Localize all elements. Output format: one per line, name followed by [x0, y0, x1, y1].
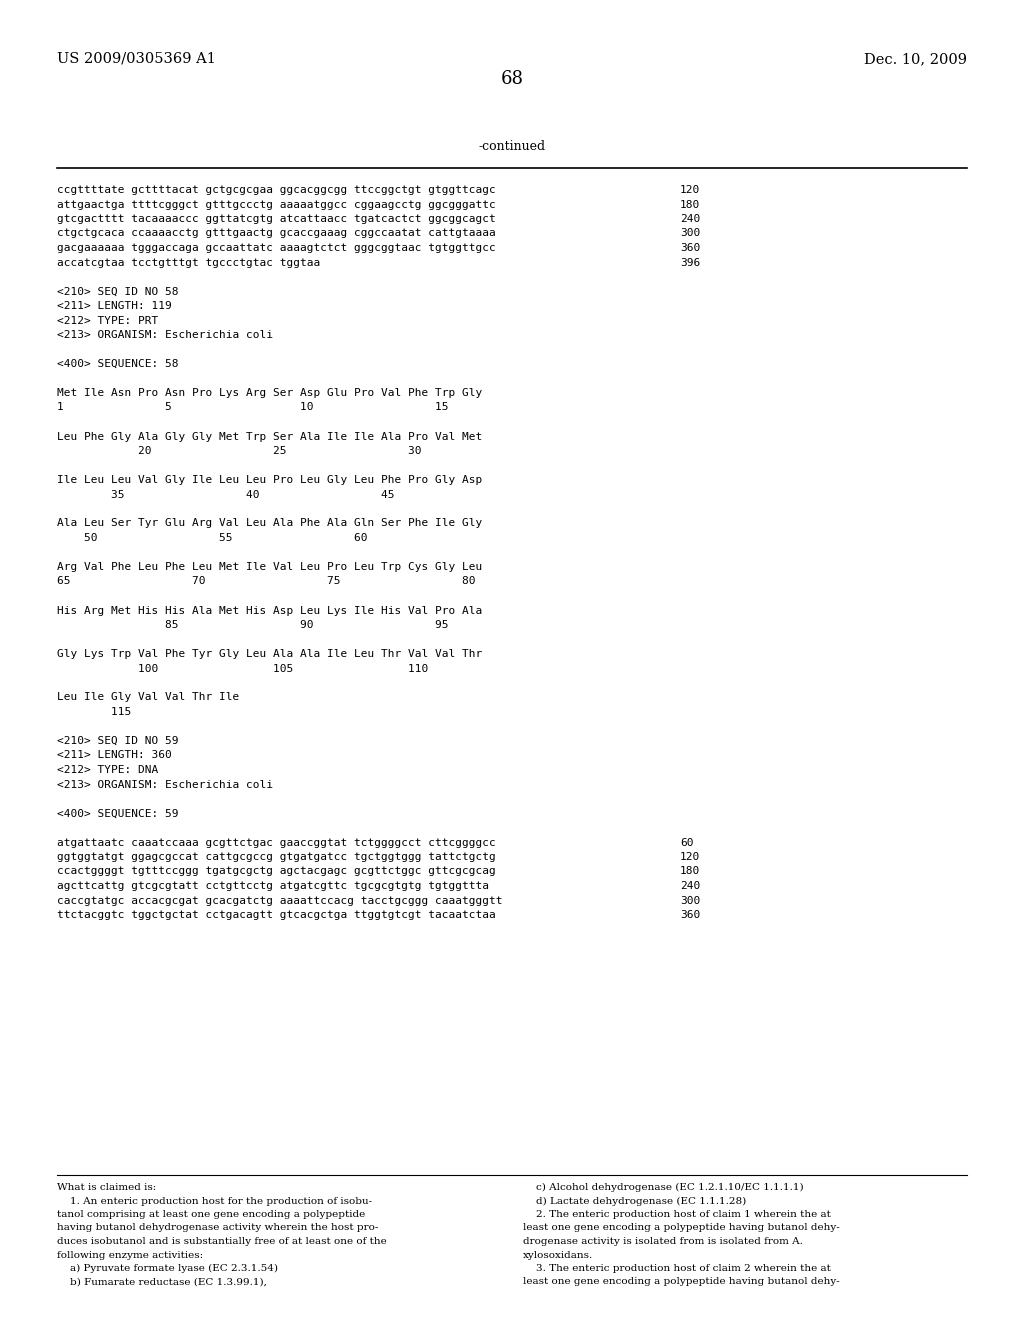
Text: His Arg Met His His Ala Met His Asp Leu Lys Ile His Val Pro Ala: His Arg Met His His Ala Met His Asp Leu … — [57, 606, 482, 615]
Text: tanol comprising at least one gene encoding a polypeptide: tanol comprising at least one gene encod… — [57, 1210, 366, 1218]
Text: <213> ORGANISM: Escherichia coli: <213> ORGANISM: Escherichia coli — [57, 780, 273, 789]
Text: <400> SEQUENCE: 59: <400> SEQUENCE: 59 — [57, 808, 178, 818]
Text: 360: 360 — [680, 909, 700, 920]
Text: b) Fumarate reductase (EC 1.3.99.1),: b) Fumarate reductase (EC 1.3.99.1), — [57, 1278, 267, 1287]
Text: 1               5                   10                  15: 1 5 10 15 — [57, 403, 449, 412]
Text: Leu Phe Gly Ala Gly Gly Met Trp Ser Ala Ile Ile Ala Pro Val Met: Leu Phe Gly Ala Gly Gly Met Trp Ser Ala … — [57, 432, 482, 441]
Text: c) Alcohol dehydrogenase (EC 1.2.1.10/EC 1.1.1.1): c) Alcohol dehydrogenase (EC 1.2.1.10/EC… — [523, 1183, 804, 1192]
Text: a) Pyruvate formate lyase (EC 2.3.1.54): a) Pyruvate formate lyase (EC 2.3.1.54) — [57, 1265, 278, 1272]
Text: ctgctgcaca ccaaaacctg gtttgaactg gcaccgaaag cggccaatat cattgtaaaa: ctgctgcaca ccaaaacctg gtttgaactg gcaccga… — [57, 228, 496, 239]
Text: atgattaatc caaatccaaa gcgttctgac gaaccggtat tctggggcct cttcggggcc: atgattaatc caaatccaaa gcgttctgac gaaccgg… — [57, 837, 496, 847]
Text: 240: 240 — [680, 880, 700, 891]
Text: 68: 68 — [501, 70, 523, 88]
Text: least one gene encoding a polypeptide having butanol dehy-: least one gene encoding a polypeptide ha… — [523, 1278, 840, 1287]
Text: 2. The enteric production host of claim 1 wherein the at: 2. The enteric production host of claim … — [523, 1210, 830, 1218]
Text: 120: 120 — [680, 851, 700, 862]
Text: US 2009/0305369 A1: US 2009/0305369 A1 — [57, 51, 216, 66]
Text: What is claimed is:: What is claimed is: — [57, 1183, 157, 1192]
Text: ccactggggt tgtttccggg tgatgcgctg agctacgagc gcgttctggc gttcgcgcag: ccactggggt tgtttccggg tgatgcgctg agctacg… — [57, 866, 496, 876]
Text: Ala Leu Ser Tyr Glu Arg Val Leu Ala Phe Ala Gln Ser Phe Ile Gly: Ala Leu Ser Tyr Glu Arg Val Leu Ala Phe … — [57, 519, 482, 528]
Text: <213> ORGANISM: Escherichia coli: <213> ORGANISM: Escherichia coli — [57, 330, 273, 341]
Text: 100                 105                 110: 100 105 110 — [57, 664, 428, 673]
Text: ccgttttate gcttttacat gctgcgcgaa ggcacggcgg ttccggctgt gtggttcagc: ccgttttate gcttttacat gctgcgcgaa ggcacgg… — [57, 185, 496, 195]
Text: Gly Lys Trp Val Phe Tyr Gly Leu Ala Ala Ile Leu Thr Val Val Thr: Gly Lys Trp Val Phe Tyr Gly Leu Ala Ala … — [57, 649, 482, 659]
Text: <211> LENGTH: 360: <211> LENGTH: 360 — [57, 751, 172, 760]
Text: following enzyme activities:: following enzyme activities: — [57, 1250, 203, 1259]
Text: 300: 300 — [680, 895, 700, 906]
Text: <212> TYPE: PRT: <212> TYPE: PRT — [57, 315, 159, 326]
Text: accatcgtaa tcctgtttgt tgccctgtac tggtaa: accatcgtaa tcctgtttgt tgccctgtac tggtaa — [57, 257, 321, 268]
Text: 20                  25                  30: 20 25 30 — [57, 446, 422, 455]
Text: agcttcattg gtcgcgtatt cctgttcctg atgatcgttc tgcgcgtgtg tgtggttta: agcttcattg gtcgcgtatt cctgttcctg atgatcg… — [57, 880, 489, 891]
Text: xylosoxidans.: xylosoxidans. — [523, 1250, 593, 1259]
Text: Ile Leu Leu Val Gly Ile Leu Leu Pro Leu Gly Leu Phe Pro Gly Asp: Ile Leu Leu Val Gly Ile Leu Leu Pro Leu … — [57, 475, 482, 484]
Text: least one gene encoding a polypeptide having butanol dehy-: least one gene encoding a polypeptide ha… — [523, 1224, 840, 1233]
Text: 115: 115 — [57, 708, 131, 717]
Text: caccgtatgc accacgcgat gcacgatctg aaaattccacg tacctgcggg caaatgggtt: caccgtatgc accacgcgat gcacgatctg aaaattc… — [57, 895, 503, 906]
Text: Arg Val Phe Leu Phe Leu Met Ile Val Leu Pro Leu Trp Cys Gly Leu: Arg Val Phe Leu Phe Leu Met Ile Val Leu … — [57, 562, 482, 572]
Text: drogenase activity is isolated from is isolated from A.: drogenase activity is isolated from is i… — [523, 1237, 803, 1246]
Text: 3. The enteric production host of claim 2 wherein the at: 3. The enteric production host of claim … — [523, 1265, 830, 1272]
Text: attgaactga ttttcgggct gtttgccctg aaaaatggcc cggaagcctg ggcgggattc: attgaactga ttttcgggct gtttgccctg aaaaatg… — [57, 199, 496, 210]
Text: 180: 180 — [680, 199, 700, 210]
Text: 300: 300 — [680, 228, 700, 239]
Text: Dec. 10, 2009: Dec. 10, 2009 — [864, 51, 967, 66]
Text: 85                  90                  95: 85 90 95 — [57, 620, 449, 630]
Text: duces isobutanol and is substantially free of at least one of the: duces isobutanol and is substantially fr… — [57, 1237, 387, 1246]
Text: gtcgactttt tacaaaaccc ggttatcgtg atcattaacc tgatcactct ggcggcagct: gtcgactttt tacaaaaccc ggttatcgtg atcatta… — [57, 214, 496, 224]
Text: 1. An enteric production host for the production of isobu-: 1. An enteric production host for the pr… — [57, 1196, 372, 1205]
Text: 65                  70                  75                  80: 65 70 75 80 — [57, 577, 475, 586]
Text: 120: 120 — [680, 185, 700, 195]
Text: Leu Ile Gly Val Val Thr Ile: Leu Ile Gly Val Val Thr Ile — [57, 693, 240, 702]
Text: <400> SEQUENCE: 58: <400> SEQUENCE: 58 — [57, 359, 178, 370]
Text: d) Lactate dehydrogenase (EC 1.1.1.28): d) Lactate dehydrogenase (EC 1.1.1.28) — [523, 1196, 746, 1205]
Text: gacgaaaaaa tgggaccaga gccaattatc aaaagtctct gggcggtaac tgtggttgcc: gacgaaaaaa tgggaccaga gccaattatc aaaagtc… — [57, 243, 496, 253]
Text: ttctacggtc tggctgctat cctgacagtt gtcacgctga ttggtgtcgt tacaatctaa: ttctacggtc tggctgctat cctgacagtt gtcacgc… — [57, 909, 496, 920]
Text: <210> SEQ ID NO 59: <210> SEQ ID NO 59 — [57, 737, 178, 746]
Text: 360: 360 — [680, 243, 700, 253]
Text: 396: 396 — [680, 257, 700, 268]
Text: <211> LENGTH: 119: <211> LENGTH: 119 — [57, 301, 172, 312]
Text: 180: 180 — [680, 866, 700, 876]
Text: Met Ile Asn Pro Asn Pro Lys Arg Ser Asp Glu Pro Val Phe Trp Gly: Met Ile Asn Pro Asn Pro Lys Arg Ser Asp … — [57, 388, 482, 399]
Text: <210> SEQ ID NO 58: <210> SEQ ID NO 58 — [57, 286, 178, 297]
Text: ggtggtatgt ggagcgccat cattgcgccg gtgatgatcc tgctggtggg tattctgctg: ggtggtatgt ggagcgccat cattgcgccg gtgatga… — [57, 851, 496, 862]
Text: 35                  40                  45: 35 40 45 — [57, 490, 394, 499]
Text: 240: 240 — [680, 214, 700, 224]
Text: 60: 60 — [680, 837, 693, 847]
Text: having butanol dehydrogenase activity wherein the host pro-: having butanol dehydrogenase activity wh… — [57, 1224, 379, 1233]
Text: -continued: -continued — [478, 140, 546, 153]
Text: 50                  55                  60: 50 55 60 — [57, 533, 368, 543]
Text: <212> TYPE: DNA: <212> TYPE: DNA — [57, 766, 159, 775]
